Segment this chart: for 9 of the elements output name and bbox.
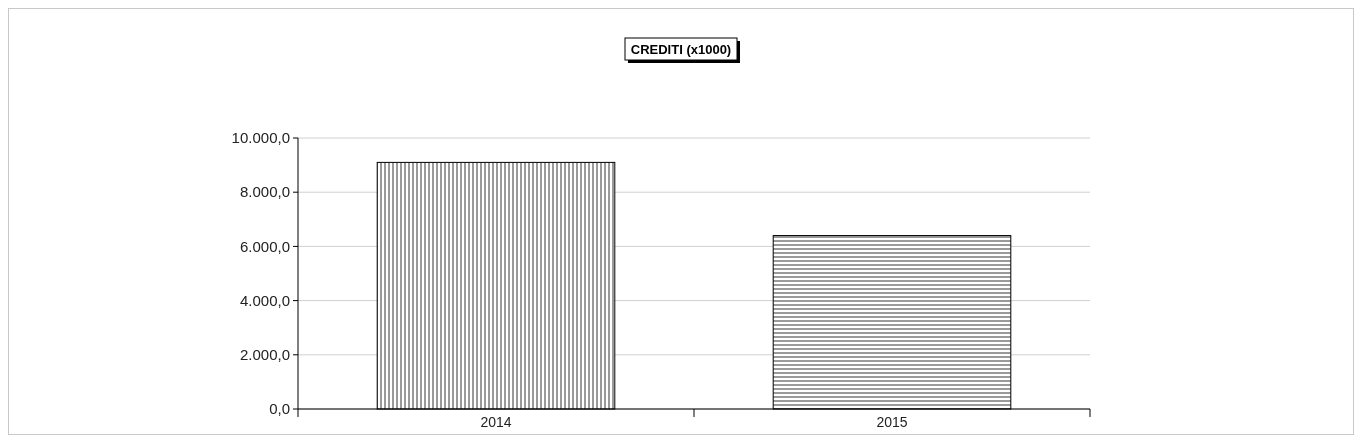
chart-title: CREDITI (x1000) bbox=[630, 42, 732, 57]
x-tick-label: 2014 bbox=[480, 414, 512, 430]
y-tick-label: 0,0 bbox=[269, 400, 290, 418]
x-tick-label: 2015 bbox=[876, 414, 908, 430]
y-tick-label: 4.000,0 bbox=[239, 291, 290, 309]
y-tick-label: 10.000,0 bbox=[231, 129, 290, 147]
y-tick-label: 8.000,0 bbox=[239, 183, 290, 201]
y-tick-label: 2.000,0 bbox=[239, 346, 290, 364]
y-tick-label: 6.000,0 bbox=[239, 237, 290, 255]
